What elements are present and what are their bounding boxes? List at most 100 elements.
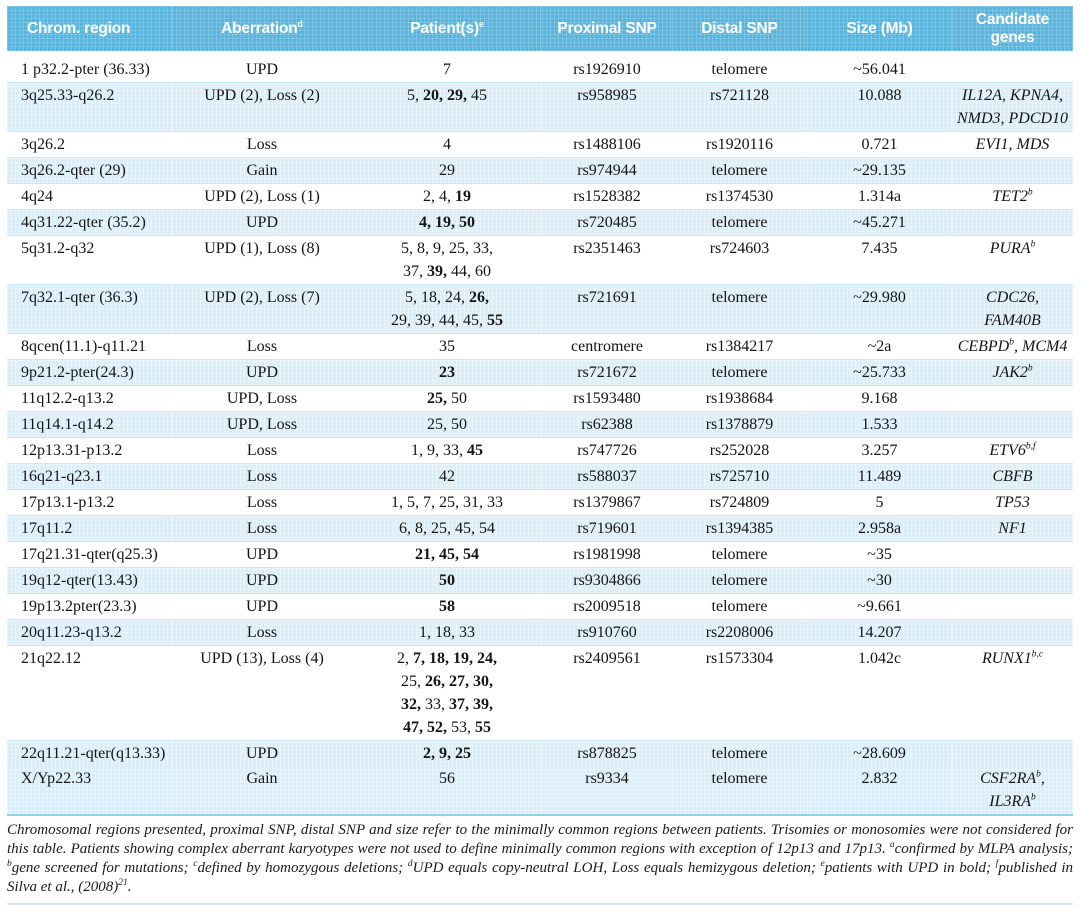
patients-line: 25, 50 xyxy=(356,387,538,410)
gene-name: FAM40B xyxy=(984,312,1041,329)
patient-ids: 4 xyxy=(443,136,451,153)
cell-patients: 4 xyxy=(352,132,542,158)
patients-line: 1, 9, 33, 45 xyxy=(356,439,538,462)
patient-ids: 7, 18, 19, 24, xyxy=(413,650,497,667)
cell-proximal-snp: rs588037 xyxy=(542,464,672,490)
cell-aberration: UPD (1), Loss (8) xyxy=(204,240,320,257)
patients-line: 5, 8, 9, 25, 33, xyxy=(356,237,538,260)
patient-ids: 7 xyxy=(443,61,451,78)
cell-aberration: UPD (13), Loss (4) xyxy=(200,650,324,667)
cell-candidate-genes xyxy=(952,594,1073,620)
cell-aberration: Loss xyxy=(246,442,278,459)
patients-line: 6, 8, 25, 45, 54 xyxy=(356,517,538,540)
patient-ids: 25, xyxy=(401,673,425,690)
gene-name: NMD3 xyxy=(956,110,1001,127)
footnote-superscript: c xyxy=(193,859,198,869)
footnote-superscript: a xyxy=(889,840,895,850)
cell-patients: 25, 50 xyxy=(352,412,542,438)
cell-chrom-region: 4q31.22-qter (35.2) xyxy=(7,210,172,236)
cell-aberration: Loss xyxy=(172,516,352,542)
genes-line: ETV6b,f xyxy=(956,439,1069,462)
patients-line: 4, 19, 50 xyxy=(356,211,538,234)
column-header-distal-snp: Distal SNP xyxy=(672,6,807,51)
cell-chrom-region: 21q22.12 xyxy=(21,650,81,667)
cell-patients: 5, 20, 29, 45 xyxy=(352,83,542,132)
cell-distal-snp: rs1378879 xyxy=(672,412,807,438)
patients-line: 29 xyxy=(356,159,538,182)
cell-size: 14.207 xyxy=(807,620,952,646)
cell-patients: 2, 9, 25 xyxy=(352,741,542,767)
cell-patients: 23 xyxy=(352,360,542,386)
gene-name: KPNA4 xyxy=(1010,87,1059,104)
cell-patients: 50 xyxy=(352,568,542,594)
patients-line: 4 xyxy=(356,133,538,156)
patient-ids: 26, xyxy=(469,289,489,306)
cell-distal-snp: telomere xyxy=(672,766,807,815)
table-row: 17q11.2 Loss 6, 8, 25, 45, 54 rs719601 rs139… xyxy=(7,515,1073,542)
cell-patients: 1, 18, 33 xyxy=(352,620,542,646)
cell-size: 1.042c xyxy=(857,650,902,667)
patient-ids: 25, 50 xyxy=(427,416,467,433)
gene-name: RUNX1 xyxy=(981,650,1032,667)
cell-distal-snp: rs724809 xyxy=(709,494,770,511)
cell-aberration: UPD xyxy=(245,61,278,78)
footnote-superscript: b xyxy=(7,859,12,869)
patient-ids: 33, xyxy=(425,696,449,713)
cell-chrom-region: 22q11.21-qter(q13.33) xyxy=(7,741,172,767)
cell-chrom-region: 12p13.31-p13.2 xyxy=(21,442,123,459)
cell-distal-snp: rs1374530 xyxy=(705,188,774,205)
column-header-aberration: Aberrationd xyxy=(172,6,352,51)
gene-superscript: b xyxy=(1027,363,1033,374)
cell-size: ~56.041 xyxy=(853,61,906,78)
cell-aberration: Loss xyxy=(246,494,278,511)
patient-ids: 2, xyxy=(397,650,413,667)
cell-patients: 5, 8, 9, 25, 33, 37, 39, 44, 60 xyxy=(352,236,542,285)
cell-chrom-region: 17p13.1-p13.2 xyxy=(21,494,115,511)
patient-ids: 1, 5, 7, 25, 31, 33 xyxy=(391,494,503,511)
patients-line: 25, 50 xyxy=(356,413,538,436)
cell-distal-snp: telomere xyxy=(672,285,807,334)
cell-distal-snp: telomere xyxy=(711,598,768,615)
cell-size: ~35 xyxy=(867,546,892,563)
cell-patients: 6, 8, 25, 45, 54 xyxy=(352,516,542,542)
cell-candidate-genes: EVI1, MDS xyxy=(952,132,1073,158)
patients-line: 37, 39, 44, 60 xyxy=(356,260,538,283)
cell-candidate-genes: IL12A, KPNA4, NMD3, PDCD10 xyxy=(952,83,1073,132)
cell-distal-snp: rs721128 xyxy=(672,83,807,132)
cell-distal-snp: telomere xyxy=(672,158,807,184)
patients-line: 35 xyxy=(356,335,538,358)
cell-proximal-snp: rs62388 xyxy=(542,412,672,438)
patients-line: 5, 18, 24, 26, xyxy=(356,286,538,309)
patient-ids: 5, 18, 24, xyxy=(405,289,469,306)
patients-line: 2, 4, 19 xyxy=(356,185,538,208)
cell-proximal-snp: centromere xyxy=(571,338,643,355)
gene-superscript: b,c xyxy=(1031,649,1044,660)
cell-aberration: UPD, Loss xyxy=(172,412,352,438)
cell-size: ~25.733 xyxy=(807,360,952,386)
cell-distal-snp: rs1938684 xyxy=(705,390,774,407)
cell-patients: 1, 9, 33, 45 xyxy=(352,438,542,464)
patient-ids: 29, 39, 44, 45, xyxy=(391,312,487,329)
genes-line: IL12A, KPNA4, xyxy=(962,87,1063,104)
gene-name: ETV6 xyxy=(989,442,1026,459)
cell-patients: 7 xyxy=(352,51,542,83)
cell-aberration: Loss xyxy=(172,464,352,490)
cell-chrom-region: 11q14.1-q14.2 xyxy=(7,412,172,438)
cell-chrom-region: 4q24 xyxy=(21,188,53,205)
cell-aberration: Loss xyxy=(172,620,352,646)
cell-aberration: Gain xyxy=(172,766,352,815)
cell-candidate-genes xyxy=(952,51,1073,83)
patient-ids: 55 xyxy=(475,719,491,736)
cell-aberration: UPD xyxy=(172,360,352,386)
cell-size: ~9.661 xyxy=(857,598,902,615)
column-header-size-mb: Size (Mb) xyxy=(807,6,952,51)
table-row: 11q14.1-q14.2 UPD, Loss 25, 50 rs62388 rs137… xyxy=(7,411,1073,438)
cell-chrom-region: 16q21-q23.1 xyxy=(7,464,172,490)
cell-distal-snp: rs1384217 xyxy=(705,338,774,355)
cell-candidate-genes: ETV6b,f xyxy=(952,438,1073,464)
cell-candidate-genes: CEBPDb, MCM4 xyxy=(952,334,1073,360)
patients-line: 25, 26, 27, 30, xyxy=(356,670,538,693)
gene-name: PDCD10 xyxy=(1008,110,1069,127)
gene-name: CSF2RA xyxy=(980,770,1037,787)
cell-patients: 4, 19, 50 xyxy=(352,210,542,236)
